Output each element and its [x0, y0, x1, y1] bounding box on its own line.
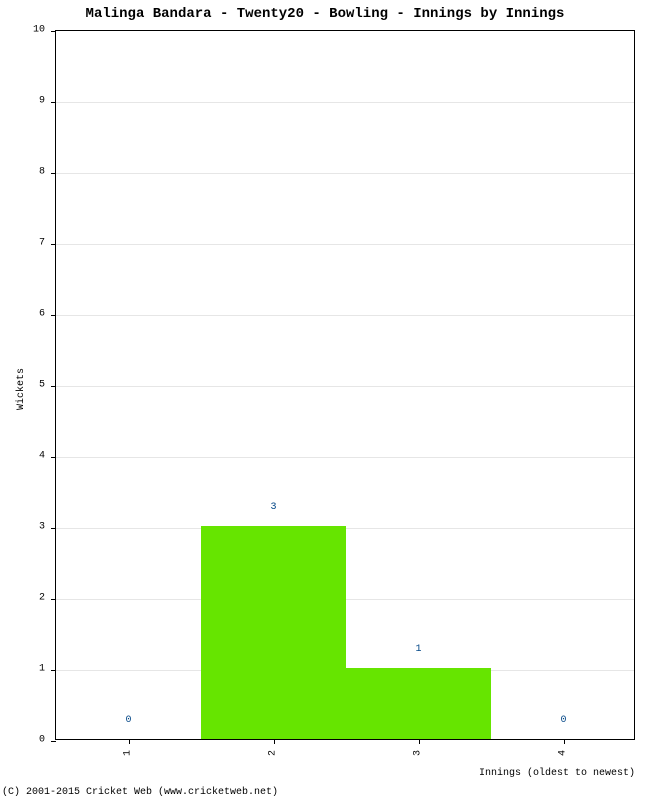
y-tick-label: 4	[0, 451, 45, 462]
y-tick-label: 7	[0, 238, 45, 249]
gridline	[56, 457, 634, 458]
copyright-text: (C) 2001-2015 Cricket Web (www.cricketwe…	[2, 787, 278, 798]
y-tick-label: 0	[0, 735, 45, 746]
y-tick-mark	[51, 244, 56, 245]
y-tick-label: 9	[0, 96, 45, 107]
gridline	[56, 173, 634, 174]
x-tick-mark	[129, 739, 130, 744]
x-tick-mark	[419, 739, 420, 744]
bar	[201, 526, 346, 739]
chart-container: Malinga Bandara - Twenty20 - Bowling - I…	[0, 0, 650, 800]
y-tick-mark	[51, 528, 56, 529]
gridline	[56, 102, 634, 103]
y-tick-mark	[51, 315, 56, 316]
x-tick-mark	[564, 739, 565, 744]
y-tick-mark	[51, 599, 56, 600]
x-axis-label: Innings (oldest to newest)	[479, 768, 635, 779]
bar-value-label: 1	[415, 644, 421, 655]
gridline	[56, 315, 634, 316]
bar-value-label: 0	[560, 715, 566, 726]
gridline	[56, 244, 634, 245]
y-tick-mark	[51, 386, 56, 387]
y-tick-label: 8	[0, 167, 45, 178]
y-tick-mark	[51, 102, 56, 103]
bar	[346, 668, 491, 739]
y-tick-label: 6	[0, 309, 45, 320]
y-tick-mark	[51, 457, 56, 458]
gridline	[56, 386, 634, 387]
x-tick-label: 1	[122, 750, 133, 756]
y-tick-mark	[51, 670, 56, 671]
y-tick-mark	[51, 31, 56, 32]
y-tick-label: 5	[0, 380, 45, 391]
x-tick-label: 3	[412, 750, 423, 756]
plot-area: 0 3 1 0	[55, 30, 635, 740]
y-tick-label: 1	[0, 664, 45, 675]
x-tick-label: 4	[557, 750, 568, 756]
x-tick-label: 2	[267, 750, 278, 756]
y-tick-label: 3	[0, 522, 45, 533]
y-tick-mark	[51, 173, 56, 174]
x-tick-mark	[274, 739, 275, 744]
bar-value-label: 3	[270, 502, 276, 513]
chart-title: Malinga Bandara - Twenty20 - Bowling - I…	[0, 6, 650, 22]
y-tick-mark	[51, 741, 56, 742]
y-tick-label: 10	[0, 25, 45, 36]
y-tick-label: 2	[0, 593, 45, 604]
bar-value-label: 0	[125, 715, 131, 726]
